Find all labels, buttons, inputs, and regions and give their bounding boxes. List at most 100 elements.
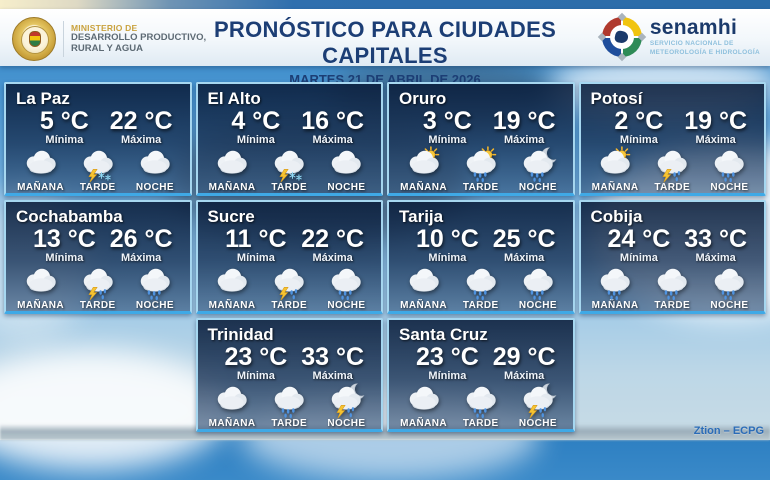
cloud-icon [405,264,443,302]
page-title: PRONÓSTICO PARA CIUDADES CAPITALES [213,17,557,68]
senamhi-subtitle: SERVICIO NACIONAL DE METEOROLOGÍA E HIDR… [650,40,760,56]
min-temp-value: 23 °C [415,343,479,371]
moon-storm-icon [519,382,557,420]
city-name: El Alto [207,89,261,108]
city-name: Oruro [399,89,447,108]
rain-icon [519,264,557,302]
max-label: Máxima [312,252,353,265]
city-card: Cochabamba 13 °C Mínima 26 °C Máxima MAÑ… [4,200,192,314]
city-name: Sucre [207,207,255,226]
senamhi-logo: senamhi SERVICIO NACIONAL DE METEOROLOGÍ… [597,12,760,62]
city-name: Potosí [590,89,643,108]
period-label: TARDE [654,182,691,194]
city-card: La Paz 5 °C Mínima 22 °C Máxima MAÑANA T… [4,82,192,196]
max-label: Máxima [120,252,162,265]
city-card: Oruro 3 °C Mínima 19 °C Máxima MAÑANA TA… [387,82,575,196]
period-label: TARDE [271,418,308,430]
min-label: Mínima [428,252,467,265]
moon-rain-icon [519,146,557,184]
rain-icon [653,264,691,302]
city-card: Sucre 11 °C Mínima 22 °C Máxima MAÑANA T… [195,200,383,314]
ministry-line1: MINISTERIO DE [71,22,138,33]
max-label: Máxima [120,134,162,147]
max-temp-value: 19 °C [492,107,556,135]
cloud-icon [327,146,365,184]
senamhi-sub1: SERVICIO NACIONAL DE [649,40,734,48]
senamhi-compass-icon [597,12,647,62]
period-label: NOCHE [327,182,366,194]
max-temp-value: 26 °C [109,225,173,253]
min-label: Mínima [428,370,467,383]
period-label: NOCHE [135,300,174,312]
max-temp-value: 22 °C [109,107,173,135]
period-label: MAÑANA [208,182,256,194]
period-label: NOCHE [710,182,749,194]
period-label: MAÑANA [400,182,447,194]
min-label: Mínima [619,134,658,147]
period-label: MAÑANA [591,182,639,194]
min-label: Mínima [236,370,275,383]
city-name: Cobija [590,207,643,226]
max-temp-value: 29 °C [492,343,556,371]
period-label: TARDE [462,300,499,312]
city-card: Trinidad 23 °C Mínima 33 °C Máxima MAÑAN… [195,318,383,432]
max-label: Máxima [503,252,545,265]
period-label: TARDE [654,300,691,312]
max-label: Máxima [312,134,353,147]
min-label: Mínima [236,252,275,265]
rain-icon [327,264,365,302]
header-top-strip [0,0,770,9]
min-temp-value: 13 °C [32,225,96,253]
min-label: Mínima [428,134,467,147]
max-temp-value: 19 °C [684,107,748,135]
max-temp-value: 33 °C [684,225,748,253]
city-card: Cobija 24 °C Mínima 33 °C Máxima MAÑANA … [578,200,766,314]
ministry-name: MINISTERIO DE DESARROLLO PRODUCTIVO, RUR… [71,22,206,55]
watermark: Ztion – ECPG [693,425,764,437]
min-label: Mínima [236,134,275,147]
rain-icon [270,382,308,420]
period-label: MAÑANA [17,182,64,194]
ministry-seal-icon [12,17,56,61]
period-label: NOCHE [135,182,174,194]
period-label: NOCHE [518,182,557,194]
storm-rain-icon [653,146,691,184]
storm-rain-icon [270,264,308,302]
max-temp-value: 25 °C [492,225,556,253]
cloud-icon [213,382,251,420]
senamhi-sub2: METEOROLOGÍA E HIDROLOGÍA [649,48,760,56]
max-label: Máxima [312,370,353,383]
max-temp-value: 16 °C [301,107,365,135]
min-temp-value: 11 °C [225,225,287,253]
city-card: Potosí 2 °C Mínima 19 °C Máxima MAÑANA T… [578,82,766,196]
cities-grid: La Paz 5 °C Mínima 22 °C Máxima MAÑANA T… [4,82,766,432]
period-label: TARDE [462,418,499,430]
min-temp-value: 23 °C [224,343,288,371]
period-label: NOCHE [710,300,749,312]
period-label: MAÑANA [400,300,447,312]
city-name: Trinidad [207,325,274,344]
max-label: Máxima [503,134,545,147]
city-name: Tarija [399,207,444,226]
ministry-logo: MINISTERIO DE DESARROLLO PRODUCTIVO, RUR… [12,17,206,61]
storm-snow-icon [270,146,308,184]
min-label: Mínima [619,252,658,265]
period-label: TARDE [462,182,499,194]
cloud-icon [405,382,443,420]
min-temp-value: 3 °C [422,107,472,135]
max-temp-value: 22 °C [301,225,365,253]
rain-icon [462,382,500,420]
period-label: NOCHE [327,418,366,430]
period-label: NOCHE [327,300,366,312]
period-label: TARDE [79,300,116,312]
divider [63,21,64,57]
ministry-line3: RURAL Y AGUA [71,42,143,54]
min-temp-value: 5 °C [39,107,89,135]
city-card: Tarija 10 °C Mínima 25 °C Máxima MAÑANA … [387,200,575,314]
rain-icon [136,264,174,302]
max-label: Máxima [695,252,736,265]
city-name: Santa Cruz [399,325,488,344]
city-name: La Paz [16,89,70,108]
mountain-horizon [0,424,770,440]
period-label: MAÑANA [208,300,256,312]
